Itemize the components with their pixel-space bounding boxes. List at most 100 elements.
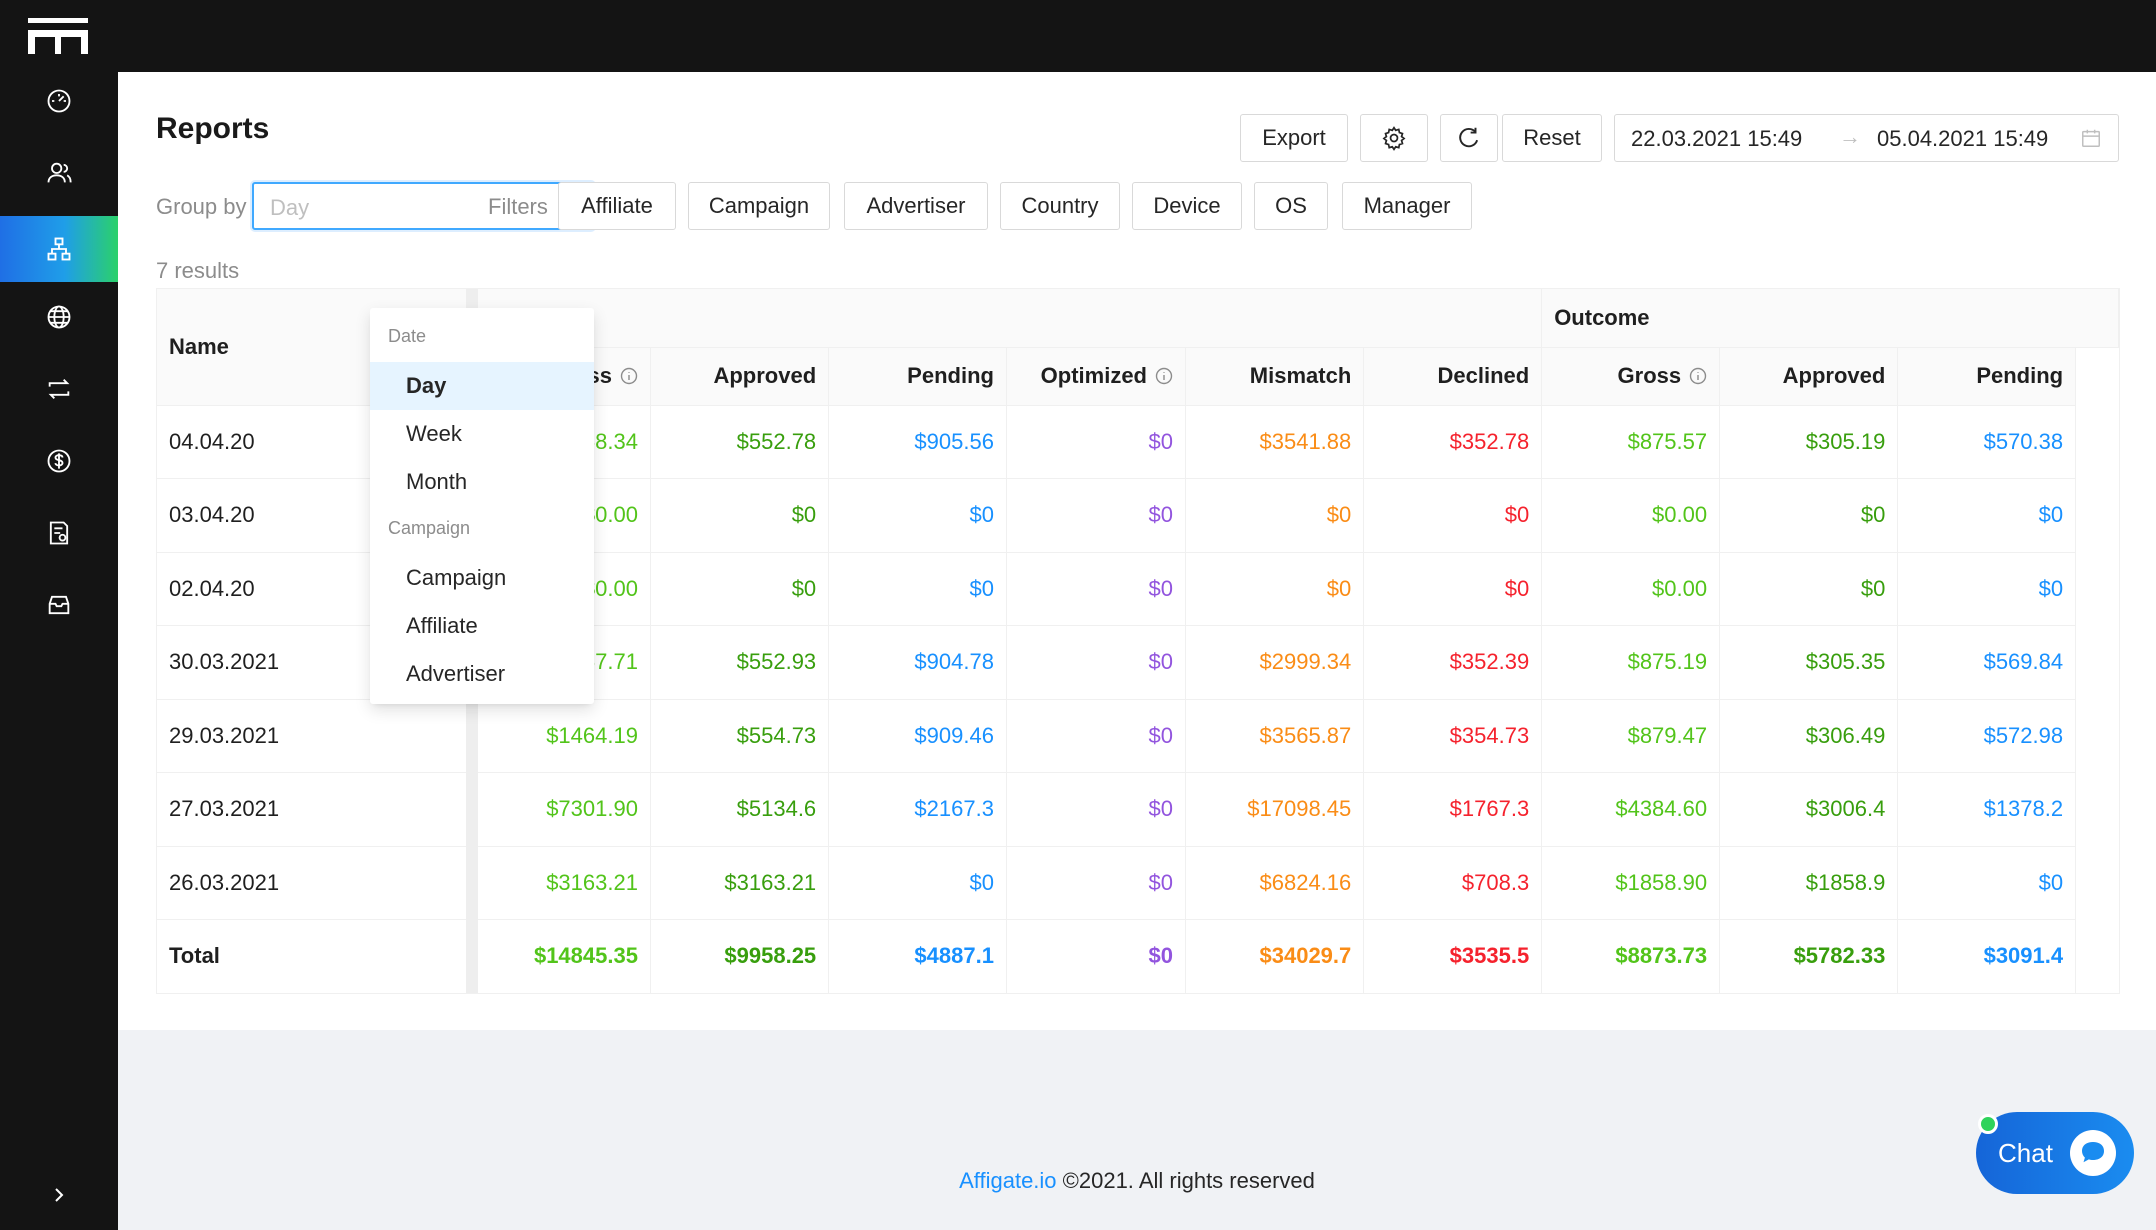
total-income-mismatch: $34029.7 <box>1185 919 1365 993</box>
document-icon <box>49 521 69 545</box>
cell-outcome-gross: $4384.60 <box>1541 772 1721 847</box>
cell-outcome-approved: $3006.4 <box>1719 772 1899 847</box>
cell-outcome-gross: $879.47 <box>1541 699 1721 773</box>
group-by-value: Day <box>270 195 310 220</box>
reports-icon <box>47 237 71 261</box>
info-icon[interactable] <box>620 367 638 385</box>
cell-outcome-approved: $1858.9 <box>1719 846 1899 920</box>
logo-icon[interactable] <box>28 18 88 54</box>
nav-users[interactable] <box>0 140 118 206</box>
footer-area: Affigate.io ©2021. All rights reserved <box>118 1030 2156 1230</box>
cell-outcome-approved: $0 <box>1719 478 1899 553</box>
dropdown-option-week[interactable]: Week <box>406 421 462 446</box>
cell-income-approved: $554.73 <box>650 699 830 773</box>
cell-income-declined: $354.73 <box>1363 699 1543 773</box>
online-status-dot <box>1978 1114 1998 1134</box>
cell-outcome-pending: $0 <box>1897 552 2077 626</box>
nav-documents[interactable] <box>0 500 118 566</box>
cell-income-declined: $352.39 <box>1363 625 1543 700</box>
cell-income-optimized: $0 <box>1006 552 1187 626</box>
cell-outcome-pending: $569.84 <box>1897 625 2077 700</box>
group-by-label: Group by <box>156 194 247 219</box>
cell-outcome-pending: $0 <box>1897 846 2077 920</box>
footer-link[interactable]: Affigate.io <box>959 1168 1057 1193</box>
date-from[interactable]: 22.03.2021 15:49 <box>1631 126 1803 151</box>
nav-dashboard[interactable] <box>0 68 118 134</box>
cell-income-optimized: $0 <box>1006 625 1187 700</box>
cell-outcome-pending: $572.98 <box>1897 699 2077 773</box>
column-header-income-pending[interactable]: Pending <box>828 347 1007 406</box>
dropdown-option-campaign[interactable]: Campaign <box>406 565 507 590</box>
column-header-income-optimized[interactable]: Optimized <box>1006 347 1187 406</box>
dropdown-option-advertiser[interactable]: Advertiser <box>406 661 506 686</box>
filter-advertiser-button[interactable]: Advertiser <box>844 182 988 230</box>
total-income-approved: $9958.25 <box>650 919 830 993</box>
cell-income-optimized: $0 <box>1006 846 1187 920</box>
nav-inbox[interactable] <box>0 572 118 638</box>
info-icon[interactable] <box>1155 367 1173 385</box>
export-button[interactable]: Export <box>1240 114 1348 162</box>
filter-country-button[interactable]: Country <box>1000 182 1120 230</box>
cell-income-mismatch: $0 <box>1185 552 1365 626</box>
filter-device-button[interactable]: Device <box>1132 182 1242 230</box>
total-income-pending: $4887.1 <box>828 919 1007 993</box>
table-row: 26.03.2021 $3163.21 $3163.21 $0 $0 $6824… <box>157 846 2119 920</box>
cell-income-pending: $904.78 <box>828 625 1007 700</box>
total-income-declined: $3535.5 <box>1363 919 1543 993</box>
nav-reports[interactable] <box>0 216 118 282</box>
cell-income-gross: $3163.21 <box>472 846 651 920</box>
filter-campaign-button[interactable]: Campaign <box>688 182 830 230</box>
settings-button[interactable] <box>1360 114 1428 162</box>
arrow-right-icon: → <box>1839 124 1861 149</box>
nav-finance[interactable] <box>0 428 118 494</box>
total-label: Total <box>157 919 479 993</box>
column-header-income-declined[interactable]: Declined <box>1363 347 1543 406</box>
row-name: 26.03.2021 <box>157 846 479 920</box>
cell-outcome-approved: $306.49 <box>1719 699 1899 773</box>
expand-sidebar-button[interactable] <box>0 1170 118 1220</box>
table-row: 27.03.2021 $7301.90 $5134.6 $2167.3 $0 $… <box>157 772 2119 847</box>
column-header-outcome-gross[interactable]: Gross <box>1541 347 1721 406</box>
reset-button[interactable]: Reset <box>1502 114 1602 162</box>
nav-conversions[interactable] <box>0 356 118 422</box>
filters-label: Filters <box>488 194 548 219</box>
main-content: Reports Export Reset 22.03.2021 15:49 → … <box>118 72 2156 1030</box>
filter-manager-button[interactable]: Manager <box>1342 182 1472 230</box>
calendar-icon <box>2082 129 2100 147</box>
total-outcome-gross: $8873.73 <box>1541 919 1721 993</box>
nav-geo[interactable] <box>0 284 118 350</box>
cell-income-pending: $905.56 <box>828 405 1007 479</box>
globe-icon <box>47 305 71 329</box>
dropdown-option-day[interactable]: Day <box>370 362 594 410</box>
chat-button[interactable]: Chat <box>1976 1112 2134 1194</box>
date-to[interactable]: 05.04.2021 15:49 <box>1877 126 2049 151</box>
cell-income-pending: $0 <box>828 552 1007 626</box>
date-range-picker[interactable]: 22.03.2021 15:49 → 05.04.2021 15:49 <box>1614 114 2119 162</box>
results-count: 7 results <box>156 258 240 283</box>
cell-income-declined: $1767.3 <box>1363 772 1543 847</box>
chat-label: Chat <box>1998 1138 2053 1168</box>
cell-income-mismatch: $0 <box>1185 478 1365 553</box>
cell-income-pending: $2167.3 <box>828 772 1007 847</box>
cell-income-optimized: $0 <box>1006 772 1187 847</box>
info-icon[interactable] <box>1689 367 1707 385</box>
refresh-icon <box>1459 127 1479 148</box>
group-by-select[interactable]: Day <box>252 182 594 230</box>
cell-income-mismatch: $6824.16 <box>1185 846 1365 920</box>
column-header-income-mismatch[interactable]: Mismatch <box>1185 347 1365 406</box>
column-group-outcome: Outcome <box>1541 289 2119 348</box>
filter-affiliate-button[interactable]: Affiliate <box>558 182 676 230</box>
filter-os-button[interactable]: OS <box>1254 182 1328 230</box>
cell-outcome-gross: $875.57 <box>1541 405 1721 479</box>
dropdown-option-month[interactable]: Month <box>406 469 468 494</box>
table-row: 30.03.2021 $1457.71 $552.93 $904.78 $0 $… <box>157 625 2119 700</box>
column-header-outcome-pending[interactable]: Pending <box>1897 347 2077 406</box>
dropdown-option-affiliate[interactable]: Affiliate <box>406 613 478 638</box>
column-header-income-approved[interactable]: Approved <box>650 347 830 406</box>
column-header-outcome-approved[interactable]: Approved <box>1719 347 1899 406</box>
total-income-gross: $14845.35 <box>472 919 651 993</box>
cell-income-approved: $0 <box>650 552 830 626</box>
refresh-button[interactable] <box>1440 114 1498 162</box>
cell-income-declined: $352.78 <box>1363 405 1543 479</box>
cell-income-approved: $0 <box>650 478 830 553</box>
